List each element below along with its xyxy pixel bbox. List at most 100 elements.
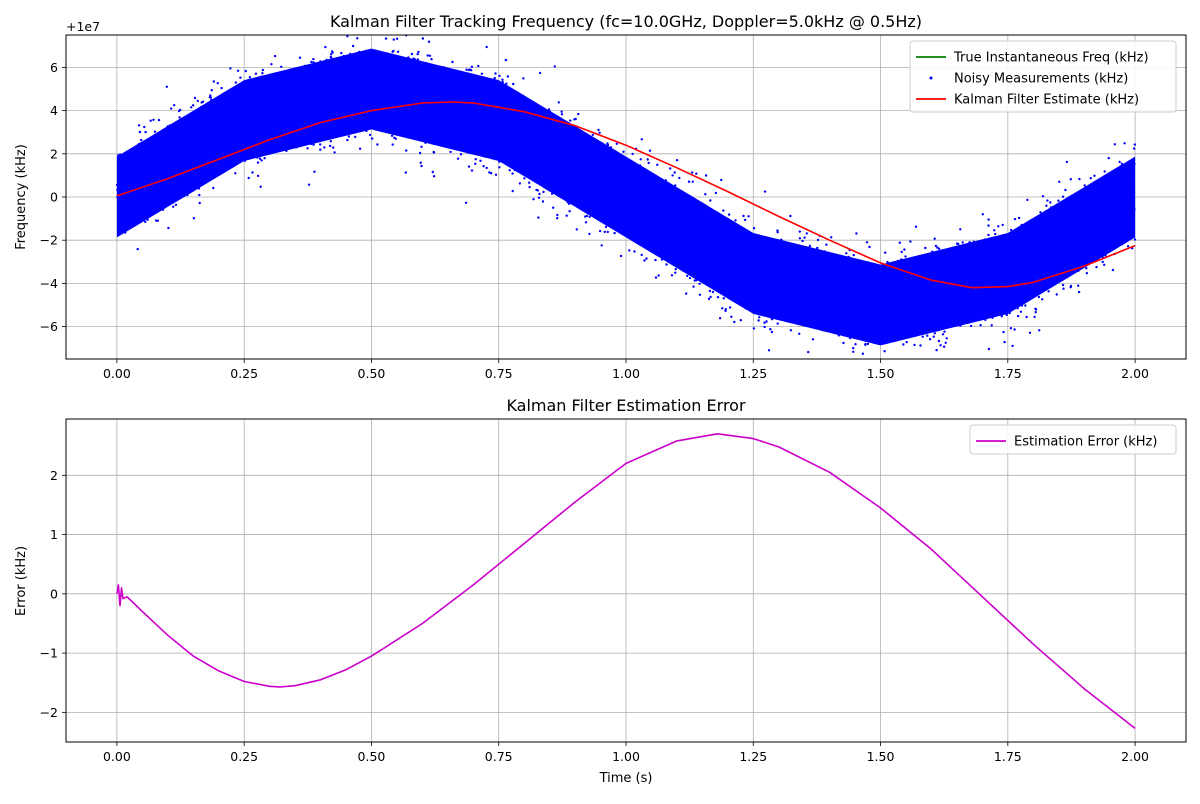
measurement-point: [704, 193, 706, 195]
measurement-point: [868, 246, 870, 248]
measurement-point: [1033, 316, 1035, 318]
measurement-point: [1003, 341, 1005, 343]
measurement-point: [449, 151, 451, 153]
measurement-point: [946, 337, 948, 339]
measurement-point: [528, 182, 530, 184]
measurement-point: [657, 274, 659, 276]
measurement-point: [522, 77, 524, 79]
measurement-point: [997, 225, 999, 227]
measurement-point: [1045, 205, 1047, 207]
measurement-point: [137, 248, 139, 250]
measurement-point: [801, 240, 803, 242]
measurement-point: [457, 158, 459, 160]
measurement-point: [494, 72, 496, 74]
measurement-point: [674, 171, 676, 173]
measurement-point: [709, 290, 711, 292]
measurement-point: [193, 217, 195, 219]
measurement-point: [352, 45, 354, 47]
measurement-point: [987, 234, 989, 236]
measurement-point: [1078, 178, 1080, 180]
measurement-point: [369, 134, 371, 136]
measurement-point: [588, 233, 590, 235]
measurement-point: [883, 350, 885, 352]
measurement-point: [512, 83, 514, 85]
measurement-point: [211, 89, 213, 91]
measurement-point: [395, 138, 397, 140]
measurement-point: [539, 72, 541, 74]
measurement-point: [535, 189, 537, 191]
measurement-point: [556, 217, 558, 219]
measurement-point: [695, 173, 697, 175]
measurement-point: [167, 227, 169, 229]
measurement-point: [747, 215, 749, 217]
measurement-point: [777, 322, 779, 324]
measurement-point: [1038, 296, 1040, 298]
measurement-point: [604, 231, 606, 233]
measurement-point: [1058, 181, 1060, 183]
measurement-point: [592, 134, 594, 136]
measurement-point: [597, 129, 599, 131]
measurement-point: [1064, 189, 1066, 191]
measurement-point: [933, 336, 935, 338]
measurement-point: [1123, 142, 1125, 144]
measurement-point: [319, 149, 321, 151]
measurement-point: [155, 219, 157, 221]
measurement-point: [354, 136, 356, 138]
measurement-point: [798, 333, 800, 335]
measurement-point: [262, 69, 264, 71]
measurement-point: [229, 67, 231, 69]
measurement-point: [329, 145, 331, 147]
measurement-point: [1090, 177, 1092, 179]
measurement-point: [1047, 290, 1049, 292]
measurement-point: [482, 165, 484, 167]
measurement-point: [274, 55, 276, 57]
measurement-point: [1108, 157, 1110, 159]
measurement-point: [538, 197, 540, 199]
measurement-point: [469, 68, 471, 70]
measurement-point: [552, 207, 554, 209]
measurement-point: [1084, 184, 1086, 186]
measurement-point: [769, 328, 771, 330]
measurement-point: [1049, 201, 1051, 203]
measurement-point: [346, 139, 348, 141]
measurement-point: [166, 86, 168, 88]
measurement-point: [764, 190, 766, 192]
measurement-point: [991, 324, 993, 326]
measurement-point: [1018, 217, 1020, 219]
measurement-point: [178, 116, 180, 118]
measurement-point: [198, 194, 200, 196]
measurement-point: [674, 272, 676, 274]
measurement-point: [468, 165, 470, 167]
measurement-point: [460, 153, 462, 155]
measurement-point: [554, 65, 556, 67]
measurement-point: [170, 107, 172, 109]
measurement-point: [420, 165, 422, 167]
measurement-point: [723, 297, 725, 299]
measurement-point: [558, 101, 560, 103]
measurement-point: [993, 229, 995, 231]
measurement-point: [943, 346, 945, 348]
measurement-point: [486, 46, 488, 48]
measurement-point: [909, 240, 911, 242]
measurement-point: [720, 179, 722, 181]
measurement-point: [913, 344, 915, 346]
measurement-point: [471, 66, 473, 68]
measurement-point: [1077, 285, 1079, 287]
measurement-point: [904, 255, 906, 257]
measurement-point: [1086, 272, 1088, 274]
measurement-point: [817, 239, 819, 241]
measurement-point: [430, 58, 432, 60]
measurement-point: [537, 216, 539, 218]
measurement-point: [601, 244, 603, 246]
measurement-point: [417, 53, 419, 55]
measurement-point: [495, 174, 497, 176]
measurement-point: [807, 351, 809, 353]
measurement-point: [465, 202, 467, 204]
measurement-point: [605, 226, 607, 228]
measurement-point: [719, 317, 721, 319]
measurement-point: [140, 139, 142, 141]
measurement-point: [1062, 288, 1064, 290]
measurement-point: [599, 230, 601, 232]
measurement-point: [694, 279, 696, 281]
